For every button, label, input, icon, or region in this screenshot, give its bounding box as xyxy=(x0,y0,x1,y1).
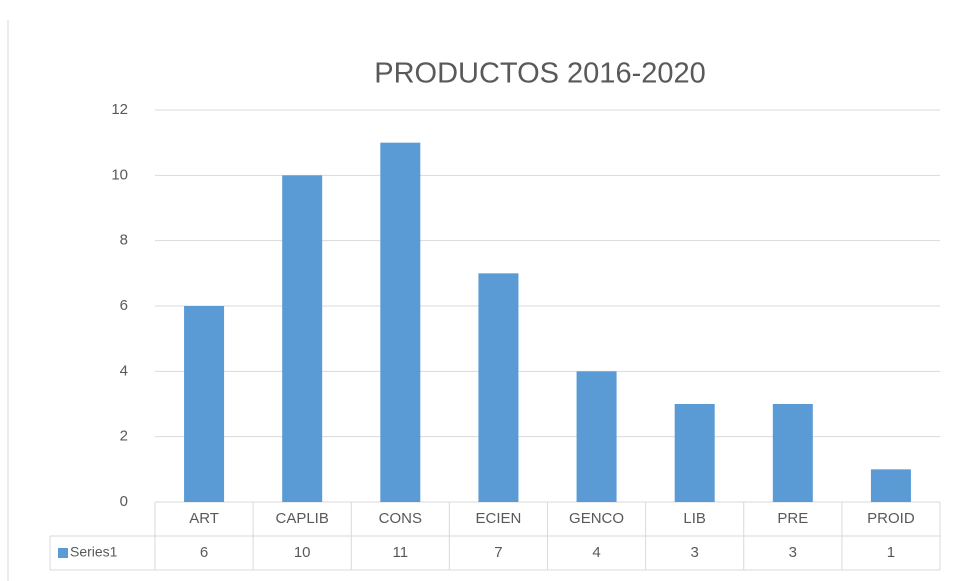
bar xyxy=(380,142,421,502)
x-tick-label: LIB xyxy=(683,510,706,527)
chart-title: PRODUCTOS 2016-2020 xyxy=(374,58,706,90)
table-value: 1 xyxy=(887,544,895,561)
x-tick-label: PRE xyxy=(777,510,808,527)
y-tick-label: 2 xyxy=(120,428,128,445)
bar xyxy=(870,469,911,502)
legend-swatch xyxy=(58,548,68,558)
bar xyxy=(674,404,715,502)
x-tick-label: PROID xyxy=(867,510,915,527)
table-value: 4 xyxy=(592,544,600,561)
x-tick-label: ART xyxy=(189,510,219,527)
x-tick-label: ECIEN xyxy=(476,510,522,527)
table-value: 10 xyxy=(294,544,311,561)
bar xyxy=(576,371,617,502)
bar xyxy=(478,273,519,502)
x-tick-label: GENCO xyxy=(569,510,624,527)
y-tick-label: 12 xyxy=(111,101,128,118)
x-tick-label: CAPLIB xyxy=(276,510,329,527)
bar xyxy=(282,175,323,503)
x-tick-label: CONS xyxy=(379,510,422,527)
y-tick-label: 10 xyxy=(111,166,128,183)
table-value: 3 xyxy=(691,544,699,561)
y-tick-label: 6 xyxy=(120,297,128,314)
table-value: 3 xyxy=(789,544,797,561)
table-value: 7 xyxy=(494,544,502,561)
bar xyxy=(184,306,225,502)
y-tick-label: 0 xyxy=(120,493,128,510)
y-tick-label: 4 xyxy=(120,362,128,379)
y-tick-label: 8 xyxy=(120,232,128,249)
table-value: 11 xyxy=(393,544,409,561)
legend-label: Series1 xyxy=(70,544,118,560)
table-value: 6 xyxy=(200,544,208,561)
bar xyxy=(772,404,813,502)
